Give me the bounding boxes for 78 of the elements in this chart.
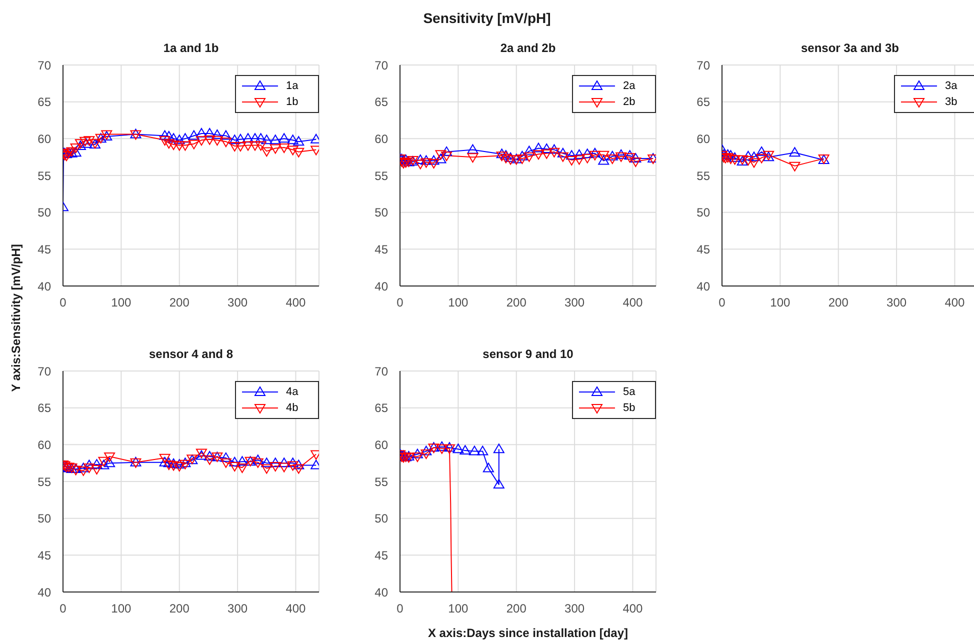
legend-label: 4a [286, 386, 298, 398]
y-tick-label: 60 [374, 438, 388, 452]
y-tick-label: 70 [38, 58, 52, 72]
y-tick-label: 65 [374, 95, 388, 110]
y-tick-label: 65 [38, 401, 52, 416]
x-tick-label: 0 [396, 602, 404, 616]
chart-title: sensor 4 and 8 [148, 347, 234, 361]
y-tick-label: 45 [38, 548, 52, 562]
legend-label: 3b [945, 96, 958, 108]
y-tick-label: 45 [374, 548, 388, 562]
chart-title: 1a and 1b [162, 41, 220, 55]
y-tick-label: 50 [38, 512, 52, 526]
x-tick-label: 400 [944, 296, 966, 310]
x-tick-label: 0 [718, 296, 726, 310]
x-tick-label: 100 [770, 296, 791, 310]
y-tick-label: 60 [696, 132, 710, 146]
y-tick-label: 65 [374, 401, 388, 416]
x-tick-label: 300 [564, 296, 585, 310]
y-tick-label: 40 [38, 279, 52, 294]
legend-label: 4b [286, 402, 298, 414]
y-tick-label: 70 [696, 58, 710, 72]
chart-title: sensor 3a and 3b [800, 41, 900, 55]
y-tick-label: 55 [374, 474, 388, 489]
y-tick-label: 40 [696, 279, 710, 294]
x-tick-label: 300 [886, 296, 907, 310]
y-tick-label: 40 [374, 585, 388, 600]
x-tick-label: 100 [448, 296, 469, 310]
x-tick-label: 300 [228, 602, 248, 616]
y-tick-label: 50 [374, 512, 388, 526]
x-tick-label: 200 [828, 296, 849, 310]
y-tick-label: 60 [38, 132, 52, 146]
y-tick-label: 55 [696, 168, 710, 183]
y-tick-label: 40 [38, 585, 52, 600]
y-tick-label: 70 [38, 364, 52, 378]
legend-label: 2b [623, 96, 636, 108]
y-tick-label: 55 [374, 168, 388, 183]
y-tick-label: 45 [38, 242, 52, 256]
chart-title: sensor 9 and 10 [482, 347, 574, 361]
y-tick-label: 45 [696, 242, 710, 256]
x-axis-title: X axis:Days since installation [day] [426, 626, 630, 640]
x-tick-label: 0 [60, 602, 67, 616]
y-tick-label: 50 [374, 206, 388, 220]
legend-label: 2a [623, 80, 636, 92]
y-tick-label: 60 [374, 132, 388, 146]
x-tick-label: 400 [286, 602, 306, 616]
y-tick-label: 55 [38, 474, 52, 489]
y-tick-label: 65 [696, 95, 710, 110]
y-axis-title: Y axis:Sensitivity [mV/pH] [9, 244, 23, 392]
x-tick-label: 100 [111, 296, 132, 310]
legend-label: 5b [623, 402, 636, 414]
x-tick-label: 400 [622, 602, 644, 616]
x-tick-label: 400 [622, 296, 644, 310]
x-tick-label: 200 [169, 296, 190, 310]
x-tick-label: 200 [506, 296, 527, 310]
y-tick-label: 45 [374, 242, 388, 256]
x-tick-label: 200 [169, 602, 190, 616]
x-tick-label: 100 [448, 602, 469, 616]
y-tick-label: 60 [38, 438, 52, 452]
text: Sensitivity [mV/pH] [422, 10, 552, 26]
y-tick-label: 40 [374, 279, 388, 294]
y-tick-label: 70 [374, 58, 388, 72]
y-tick-label: 65 [38, 95, 52, 110]
y-tick-label: 55 [38, 168, 52, 183]
legend-label: 1b [286, 96, 298, 108]
y-tick-label: 70 [374, 364, 388, 378]
legend-label: 1a [286, 80, 298, 92]
y-tick-label: 50 [38, 206, 52, 220]
x-tick-label: 0 [60, 296, 67, 310]
legend-label: 5a [623, 386, 636, 398]
legend-label: 3a [945, 80, 958, 92]
x-tick-label: 300 [228, 296, 248, 310]
x-tick-label: 400 [286, 296, 306, 310]
y-tick-label: 50 [696, 206, 710, 220]
x-tick-label: 100 [111, 602, 132, 616]
x-tick-label: 200 [506, 602, 527, 616]
x-tick-label: 300 [564, 602, 585, 616]
chart-title: 2a and 2b [499, 41, 557, 55]
x-tick-label: 0 [396, 296, 404, 310]
